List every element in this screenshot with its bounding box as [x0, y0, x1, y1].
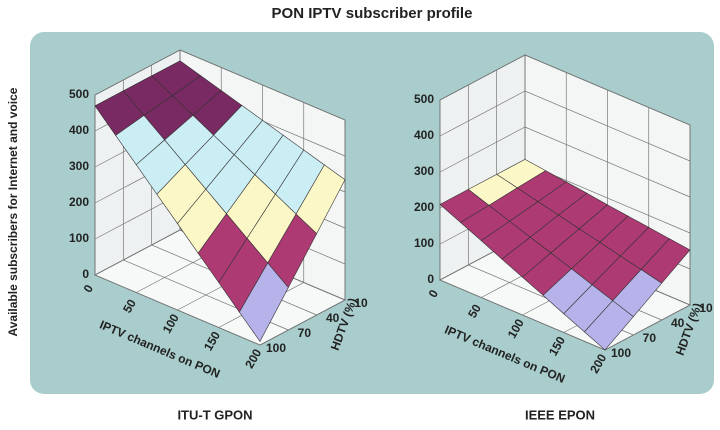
- surface-patch: [239, 262, 289, 342]
- z-tick-label: 0: [82, 267, 89, 281]
- z-tick-label: 500: [69, 87, 89, 101]
- x-tick-label: 50: [465, 302, 484, 321]
- panel-caption: ITU-T GPON: [177, 407, 252, 422]
- z-tick-label: 300: [69, 159, 89, 173]
- z-tick-label: 0: [427, 272, 434, 286]
- z-tick-label: 400: [414, 128, 434, 142]
- y-tick-label: 40: [671, 316, 685, 330]
- surface-patch: [583, 300, 634, 351]
- y-tick-label: 10: [354, 296, 368, 310]
- panel-caption: IEEE EPON: [525, 407, 595, 422]
- figure-title: PON IPTV subscriber profile: [272, 5, 473, 22]
- y-tick-label: 100: [266, 341, 286, 355]
- y-tick-label: 70: [643, 331, 657, 345]
- grid-line: [439, 100, 606, 351]
- z-tick-label: 500: [414, 92, 434, 106]
- y-tick-label: 10: [699, 301, 713, 315]
- z-tick-label: 300: [414, 164, 434, 178]
- x-tick-label: 50: [120, 297, 139, 316]
- z-tick-label: 100: [414, 236, 434, 250]
- z-tick-label: 100: [69, 231, 89, 245]
- z-tick-label: 200: [69, 195, 89, 209]
- grid-line: [94, 95, 261, 346]
- z-axis-label: Available subscribers for Internet and v…: [6, 87, 20, 336]
- y-tick-label: 40: [326, 311, 340, 325]
- z-tick-label: 200: [414, 200, 434, 214]
- y-tick-label: 70: [298, 326, 312, 340]
- y-tick-label: 100: [611, 346, 631, 360]
- z-tick-label: 400: [69, 123, 89, 137]
